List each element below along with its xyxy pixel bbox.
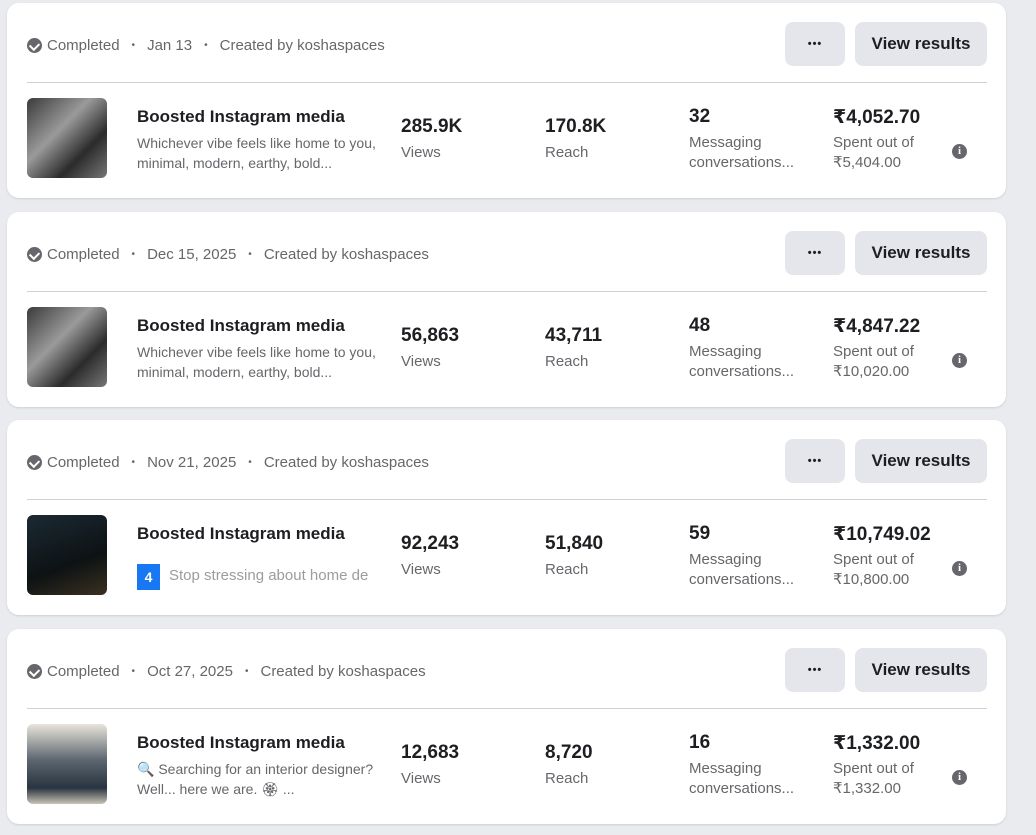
card-header: Completed • Jan 13 • Created by koshaspaces: [27, 37, 385, 54]
spent-value: ₹1,332.00: [833, 732, 921, 754]
more-button[interactable]: •••: [785, 647, 845, 692]
card-header: Completed • Dec 15, 2025 • Created by koshas…: [27, 246, 429, 263]
info-icon[interactable]: i: [952, 561, 967, 576]
badge: 4: [137, 564, 160, 590]
creator: Created by koshaspaces: [263, 454, 429, 471]
thumbnail: [27, 306, 107, 387]
campaign-card: Completed • Oct 27, 2025 • Created by koshas…: [7, 628, 1006, 824]
status: Completed: [47, 662, 120, 680]
separator: •: [131, 457, 136, 468]
budget: ₹10,800.00: [833, 571, 910, 588]
creator: Created by koshaspaces: [219, 37, 385, 54]
campaign-card: Completed • Dec 15, 2025 • Created by koshas…: [7, 211, 1006, 407]
views-label: Views: [401, 352, 441, 370]
spent-value: ₹10,749.02: [833, 524, 931, 545]
views-value: 12,683: [401, 741, 460, 763]
spent-label: Spent out of: [833, 759, 914, 777]
creator: Created by koshaspaces: [263, 245, 429, 263]
reach-label: Reach: [545, 352, 589, 370]
view-results-button[interactable]: View results: [855, 439, 987, 483]
view-results-button[interactable]: View results: [855, 22, 987, 66]
spent-label: Spent out of: [833, 134, 914, 151]
campaign-card: Completed • Nov 21, 2025 • Created by koshas…: [7, 420, 1006, 615]
separator: •: [131, 665, 136, 677]
status-icon: [27, 663, 42, 679]
messages-value: 59: [689, 523, 711, 544]
reach-value: 8,720: [545, 741, 593, 763]
status: Completed: [47, 454, 120, 471]
date: Oct 27, 2025: [147, 662, 233, 680]
views-label: Views: [401, 769, 441, 787]
more-button[interactable]: •••: [785, 230, 845, 275]
post-title: Boosted Instagram media: [137, 524, 345, 543]
info-icon[interactable]: i: [952, 769, 967, 785]
separator: •: [248, 457, 252, 468]
post-description: 🔍 Searching for an interior designer? We…: [137, 760, 374, 797]
messages-label: Messaging conversations...: [689, 134, 795, 171]
post-description: Whichever vibe feels like home to you, m…: [137, 135, 376, 171]
view-results-button[interactable]: View results: [855, 230, 987, 275]
spent-label: Spent out of: [833, 342, 914, 360]
more-button[interactable]: •••: [785, 439, 845, 483]
reach-label: Reach: [545, 769, 589, 787]
spent-value: ₹4,052.70: [833, 107, 921, 128]
status-icon: [27, 455, 42, 470]
reach-value: 51,840: [545, 533, 604, 554]
views-value: 285.9K: [401, 116, 463, 137]
reach-value: 170.8K: [545, 116, 607, 137]
divider: [27, 499, 987, 500]
more-button[interactable]: •••: [785, 22, 845, 66]
spent-label: Spent out of: [833, 551, 914, 568]
messages-value: 48: [689, 314, 711, 336]
divider: [27, 707, 987, 709]
views-label: Views: [401, 144, 441, 161]
post-description: Whichever vibe feels like home to you, m…: [137, 343, 376, 380]
date: Nov 21, 2025: [147, 454, 237, 471]
post-title: Boosted Instagram media: [137, 732, 345, 752]
card-header: Completed • Oct 27, 2025 • Created by koshas…: [27, 663, 426, 680]
thumbnail: [27, 723, 107, 804]
messages-label: Messaging conversations...: [689, 551, 795, 588]
separator: •: [131, 40, 136, 51]
post-title: Boosted Instagram media: [137, 315, 345, 335]
card-header: Completed • Nov 21, 2025 • Created by koshas…: [27, 454, 429, 471]
separator: •: [131, 248, 136, 260]
divider: [27, 290, 987, 292]
spent-value: ₹4,847.22: [833, 315, 921, 337]
status: Completed: [47, 245, 120, 263]
views-value: 56,863: [401, 324, 460, 346]
messages-value: 32: [689, 106, 711, 127]
date: Dec 15, 2025: [147, 245, 237, 263]
thumbnail: [27, 515, 107, 595]
post-title: Boosted Instagram media: [137, 107, 345, 126]
info-icon[interactable]: i: [952, 352, 967, 368]
separator: •: [204, 40, 208, 51]
reach-label: Reach: [545, 144, 589, 161]
separator: •: [244, 665, 249, 677]
budget: ₹10,020.00: [833, 362, 910, 380]
views-label: Views: [401, 561, 441, 578]
reach-value: 43,711: [545, 324, 603, 346]
post-description: Stop stressing about home de: [169, 567, 369, 584]
status-icon: [27, 246, 42, 262]
messages-value: 16: [689, 731, 711, 753]
views-value: 92,243: [401, 533, 460, 554]
status: Completed: [47, 37, 120, 54]
reach-label: Reach: [545, 561, 589, 578]
campaign-card: Completed • Jan 13 • Created by koshaspaces •…: [7, 3, 1006, 198]
thumbnail: [27, 98, 107, 178]
view-results-button[interactable]: View results: [855, 647, 987, 692]
messages-label: Messaging conversations...: [689, 759, 795, 797]
info-icon[interactable]: i: [952, 144, 967, 159]
creator: Created by koshaspaces: [260, 662, 426, 680]
status-icon: [27, 38, 42, 53]
date: Jan 13: [147, 37, 193, 54]
budget: ₹5,404.00: [833, 154, 901, 171]
budget: ₹1,332.00: [833, 779, 901, 797]
separator: •: [248, 248, 252, 260]
divider: [27, 82, 987, 83]
messages-label: Messaging conversations...: [689, 342, 795, 380]
